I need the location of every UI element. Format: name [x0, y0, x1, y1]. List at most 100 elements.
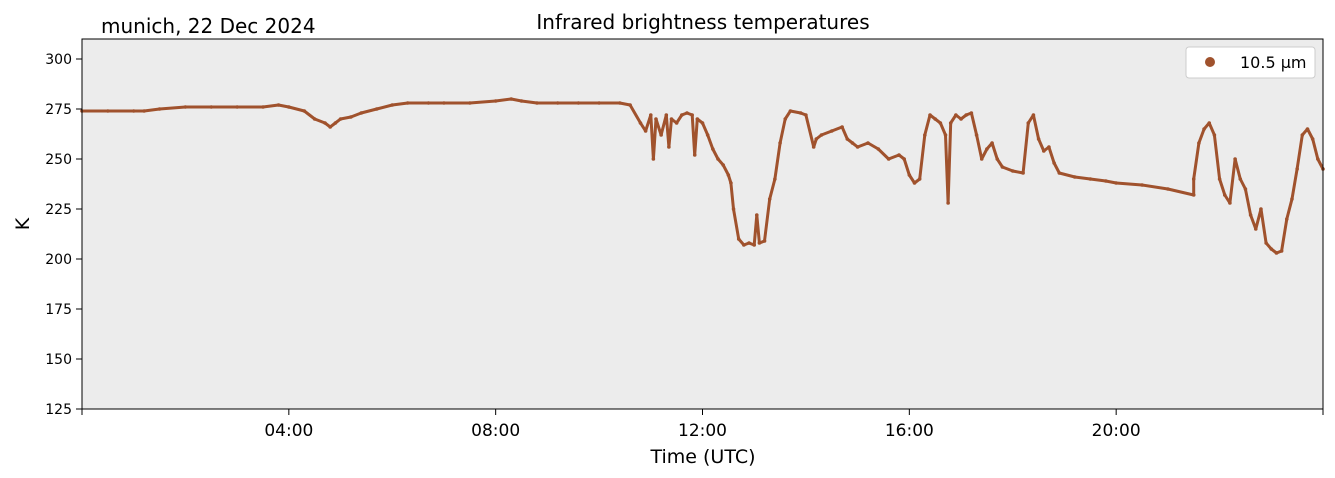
data-point	[705, 133, 710, 137]
data-point	[1140, 183, 1144, 187]
data-point	[1274, 251, 1279, 255]
legend: 10.5 µm	[1185, 46, 1316, 79]
data-point	[933, 117, 937, 121]
data-point	[1031, 113, 1036, 117]
data-point	[659, 133, 663, 137]
data-point	[840, 125, 844, 129]
data-point	[555, 101, 560, 105]
data-point	[1057, 171, 1062, 175]
data-point	[729, 181, 733, 185]
x-tick-label: 20:00	[1092, 421, 1141, 441]
data-point	[1233, 157, 1237, 161]
data-point	[819, 133, 824, 137]
data-point	[1212, 133, 1217, 137]
data-point	[1088, 177, 1093, 181]
data-point	[773, 177, 777, 181]
data-point	[1243, 187, 1248, 191]
y-axis: 125 150 175 200 225 250 275 300	[45, 52, 82, 418]
data-point	[876, 147, 881, 151]
data-point	[695, 117, 700, 121]
data-point	[845, 137, 850, 141]
data-point	[1052, 161, 1056, 165]
data-point	[685, 111, 689, 115]
data-point	[1222, 193, 1227, 197]
data-point	[1202, 127, 1206, 131]
data-point	[979, 157, 984, 161]
data-point	[1104, 179, 1108, 183]
data-point	[1295, 167, 1299, 171]
data-point	[964, 113, 969, 117]
data-point	[1114, 181, 1118, 185]
data-point	[142, 109, 146, 113]
data-point	[788, 109, 793, 113]
data-point	[261, 105, 265, 109]
data-point	[692, 153, 697, 157]
data-point	[959, 117, 963, 121]
data-point	[995, 157, 1000, 161]
data-point	[680, 113, 684, 117]
data-point	[1305, 127, 1310, 131]
data-point	[664, 113, 669, 117]
data-point	[1279, 249, 1284, 253]
y-tick-label: 250	[45, 152, 72, 168]
data-point	[886, 157, 891, 161]
data-point	[1026, 121, 1031, 125]
data-point	[597, 101, 601, 105]
data-point	[700, 121, 705, 125]
data-point	[509, 97, 513, 101]
data-point	[359, 111, 364, 115]
data-point	[938, 121, 943, 125]
y-tick-label: 300	[45, 52, 72, 68]
data-point	[907, 173, 912, 177]
data-point	[948, 121, 953, 125]
data-point	[276, 103, 281, 107]
y-tick-label: 175	[45, 302, 72, 318]
data-point	[390, 103, 395, 107]
data-point	[716, 157, 720, 161]
data-point	[1000, 165, 1005, 169]
data-point	[804, 113, 808, 117]
data-point	[1259, 207, 1263, 211]
data-point	[323, 121, 327, 125]
data-point	[1191, 193, 1196, 197]
data-point	[946, 201, 950, 205]
data-point	[917, 177, 922, 181]
x-tick-label: 04:00	[264, 421, 313, 441]
data-point	[726, 173, 731, 177]
x-axis: 04:00 08:00 12:00 16:00 20:00	[81, 409, 1324, 441]
data-point	[674, 121, 679, 125]
data-point	[643, 129, 648, 133]
x-tick-label: 12:00	[678, 421, 727, 441]
data-point	[811, 145, 816, 149]
data-point	[328, 125, 333, 129]
data-point	[1300, 133, 1305, 137]
data-point	[405, 101, 410, 105]
data-point	[519, 99, 524, 103]
data-point	[798, 111, 803, 115]
data-point	[1036, 137, 1041, 141]
data-point	[638, 121, 643, 125]
data-point	[814, 137, 819, 141]
data-point	[312, 117, 317, 121]
x-tick-label: 16:00	[885, 421, 934, 441]
data-point	[985, 147, 989, 151]
y-tick-label: 275	[45, 102, 72, 118]
data-point	[866, 141, 870, 145]
data-point	[721, 163, 725, 167]
data-point	[855, 145, 860, 149]
series-layer	[80, 97, 1325, 255]
data-point	[468, 101, 472, 105]
data-point	[783, 117, 788, 121]
data-point	[287, 105, 291, 109]
data-point	[752, 243, 757, 247]
data-point	[912, 181, 917, 185]
data-point	[183, 105, 188, 109]
data-point	[131, 109, 136, 113]
data-point	[302, 109, 307, 113]
data-point	[338, 117, 343, 121]
y-axis-label: K	[12, 217, 34, 230]
plot-area	[82, 39, 1323, 409]
x-tick-label: 08:00	[471, 421, 520, 441]
data-point	[767, 197, 772, 201]
data-point	[990, 141, 994, 145]
